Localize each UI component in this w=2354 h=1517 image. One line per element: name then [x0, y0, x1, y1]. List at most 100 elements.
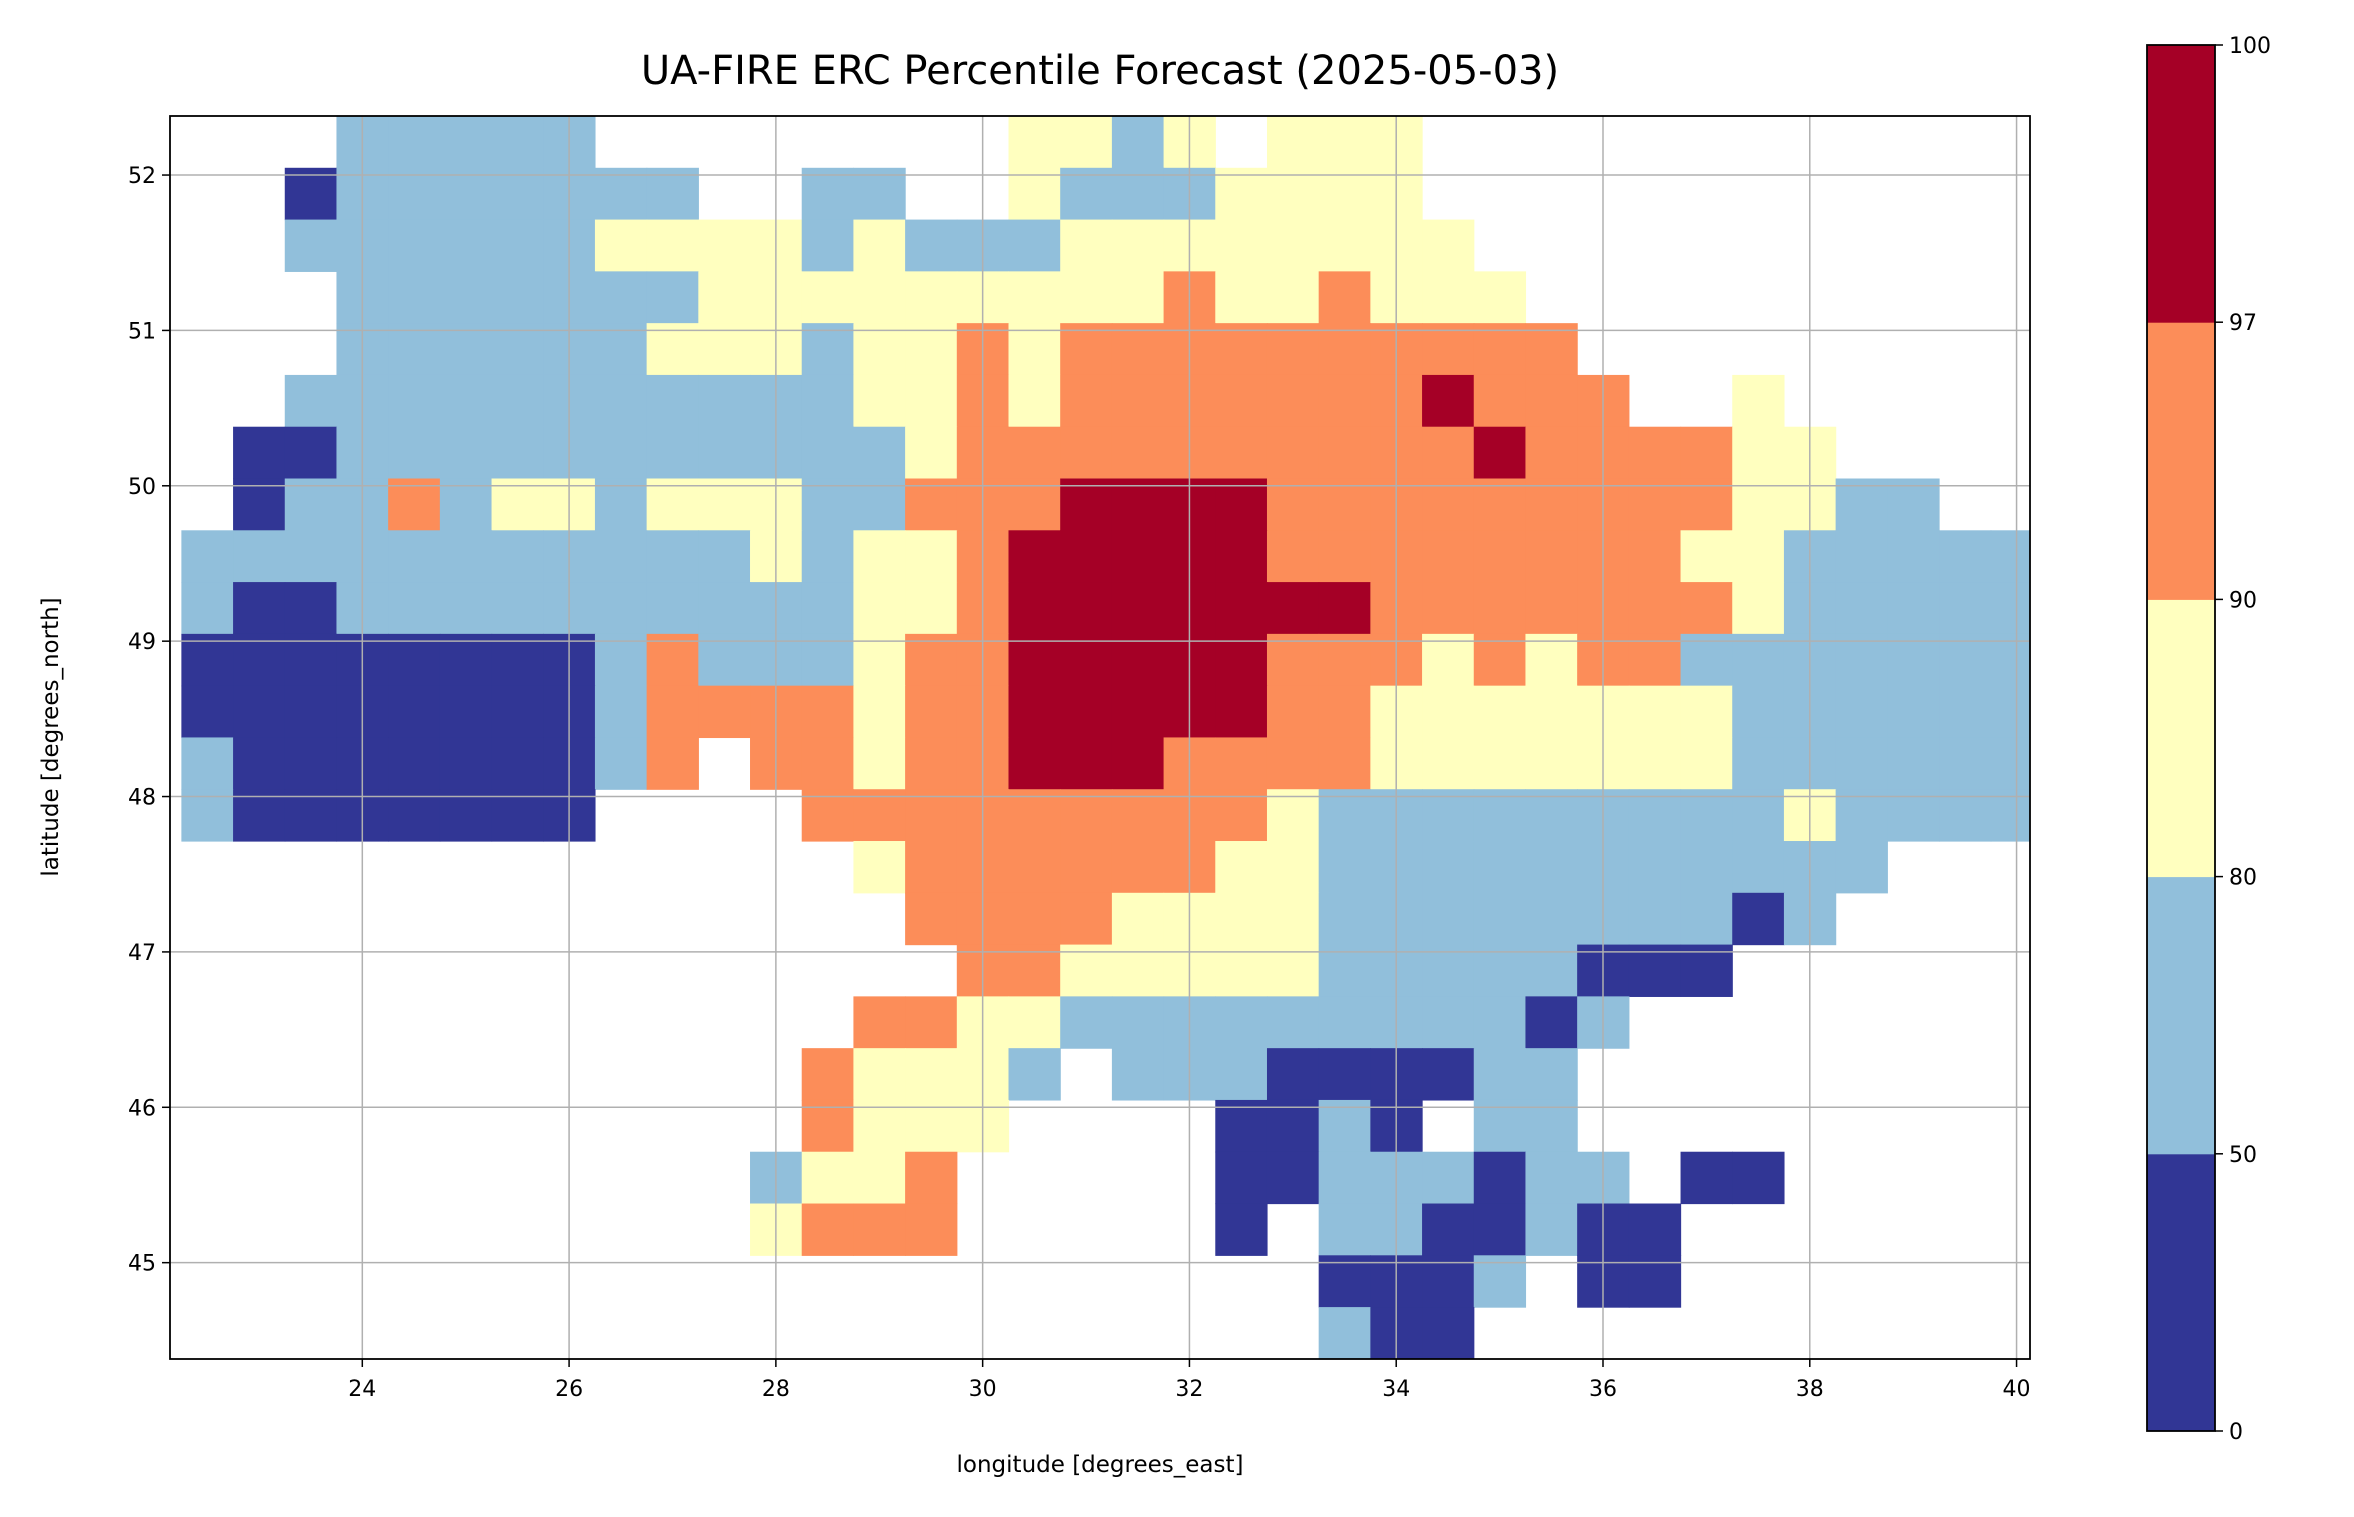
heatmap-cell	[1990, 789, 2031, 842]
heatmap-cell	[1835, 530, 1888, 583]
heatmap-cell	[1628, 737, 1682, 790]
heatmap-cell	[905, 789, 958, 842]
x-tick-label: 38	[1796, 1377, 1824, 1402]
heatmap-cell	[1060, 789, 1113, 842]
y-tick-label: 51	[128, 319, 156, 344]
heatmap-cell	[1835, 737, 1888, 790]
x-tick-label: 32	[1175, 1377, 1203, 1402]
heatmap-cell	[1422, 323, 1475, 376]
heatmap-cell	[905, 323, 958, 376]
heatmap-cell	[1939, 737, 1992, 790]
heatmap-cell	[1680, 633, 1733, 687]
heatmap-cell	[388, 582, 441, 635]
heatmap-cell	[1473, 1255, 1527, 1308]
heatmap-cell	[1060, 633, 1113, 687]
heatmap-cell	[1939, 582, 1992, 635]
heatmap-cell	[646, 219, 699, 272]
heatmap-cell	[181, 789, 234, 842]
heatmap-cell	[1422, 271, 1475, 324]
heatmap-cell	[439, 478, 493, 531]
y-tick-label: 52	[128, 164, 156, 189]
heatmap-cell	[594, 323, 648, 376]
heatmap-cell	[1732, 841, 1785, 894]
heatmap-cell	[1060, 478, 1113, 531]
heatmap-cell	[1887, 737, 1940, 790]
colorbar-tick-label: 80	[2229, 866, 2257, 891]
heatmap-cell	[1473, 737, 1527, 790]
heatmap-cell	[801, 323, 855, 376]
heatmap-cell	[1111, 841, 1165, 894]
heatmap-cell	[1060, 323, 1113, 376]
heatmap-cell	[1732, 478, 1785, 531]
heatmap-cell	[1215, 1048, 1268, 1101]
heatmap-cell	[284, 219, 338, 272]
heatmap-cell	[698, 633, 751, 687]
heatmap-cell	[1680, 478, 1733, 531]
heatmap-cell	[1990, 633, 2031, 687]
heatmap-cell	[491, 633, 544, 687]
heatmap-cell	[1008, 426, 1061, 480]
heatmap-cell	[1318, 789, 1371, 842]
heatmap-cell	[801, 737, 855, 790]
heatmap-cell	[1422, 789, 1475, 842]
heatmap-cell	[1318, 374, 1371, 428]
heatmap-cell	[1422, 1203, 1475, 1256]
heatmap-cell	[1473, 582, 1527, 635]
heatmap-cell	[1318, 530, 1371, 583]
heatmap-cell	[1525, 426, 1578, 480]
heatmap-cell	[233, 426, 286, 480]
heatmap-cell	[439, 789, 493, 842]
heatmap-cell	[491, 167, 544, 221]
heatmap-cell	[905, 582, 958, 635]
heatmap-cell	[1422, 478, 1475, 531]
heatmap-cell	[801, 374, 855, 428]
heatmap-cell	[1835, 789, 1888, 842]
heatmap-cell	[388, 116, 441, 169]
heatmap-cell	[1008, 892, 1061, 946]
heatmap-cell	[853, 1099, 906, 1153]
heatmap-cell	[1732, 426, 1785, 480]
heatmap-cell	[801, 1203, 855, 1256]
heatmap-cell	[1473, 996, 1527, 1049]
heatmap-cell	[439, 323, 493, 376]
heatmap-cell	[1732, 685, 1785, 739]
colorbar-tick-label: 50	[2229, 1143, 2257, 1168]
heatmap-cell	[181, 582, 234, 635]
heatmap-cell	[1215, 1151, 1268, 1205]
heatmap-cell	[1318, 1255, 1371, 1308]
heatmap-cell	[1318, 944, 1371, 997]
heatmap-cell	[1111, 1048, 1165, 1101]
heatmap-cell	[1422, 219, 1475, 272]
heatmap-cell	[439, 530, 493, 583]
heatmap-cell	[1990, 582, 2031, 635]
heatmap-cell	[1266, 1099, 1320, 1153]
heatmap-cell	[1008, 685, 1061, 739]
heatmap-cell	[1835, 478, 1888, 531]
heatmap-cell	[1318, 116, 1371, 169]
heatmap-cell	[1008, 841, 1061, 894]
heatmap-cell	[1473, 271, 1527, 324]
heatmap-cell	[698, 374, 751, 428]
heatmap-cell	[905, 1203, 958, 1256]
heatmap-cell	[905, 685, 958, 739]
heatmap-cell	[1628, 789, 1682, 842]
heatmap-cell	[1732, 1151, 1785, 1205]
heatmap-cell	[491, 685, 544, 739]
heatmap-cell	[1473, 1151, 1527, 1205]
heatmap-cell	[388, 478, 441, 531]
heatmap-cell	[1473, 944, 1527, 997]
heatmap-cell	[1628, 633, 1682, 687]
heatmap-cell	[1525, 478, 1578, 531]
heatmap-cell	[233, 633, 286, 687]
colorbar-tick-label: 90	[2229, 588, 2257, 613]
heatmap-cell	[284, 633, 338, 687]
heatmap-cell	[1111, 530, 1165, 583]
heatmap-cell	[853, 1151, 906, 1205]
heatmap-cell	[491, 323, 544, 376]
heatmap-cell	[491, 737, 544, 790]
heatmap-cell	[1422, 530, 1475, 583]
heatmap-cell	[233, 530, 286, 583]
heatmap-cell	[1422, 374, 1475, 428]
heatmap-cell	[1473, 1203, 1527, 1256]
heatmap-cell	[1060, 271, 1113, 324]
